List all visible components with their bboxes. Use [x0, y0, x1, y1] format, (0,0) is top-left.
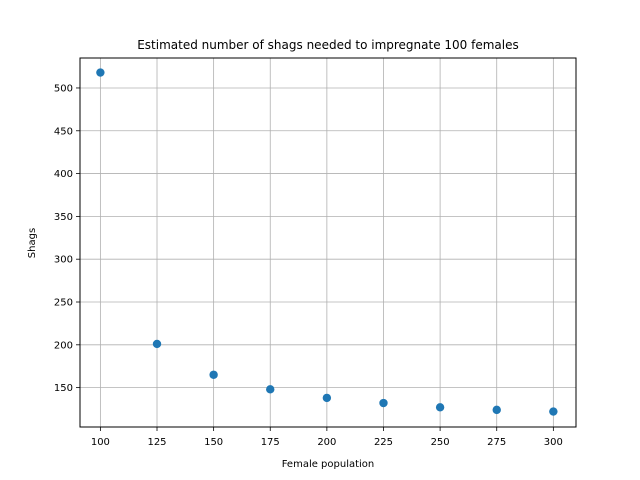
x-tick-label: 100: [91, 437, 110, 448]
chart-title: Estimated number of shags needed to impr…: [137, 38, 519, 52]
x-tick-label: 150: [204, 437, 223, 448]
data-points: [96, 68, 558, 416]
x-tick-label: 300: [544, 437, 563, 448]
data-point: [96, 68, 105, 77]
x-tick-label: 175: [261, 437, 280, 448]
y-tick-label: 500: [54, 83, 73, 94]
y-tick-label: 400: [54, 169, 73, 180]
x-tick-label: 225: [374, 437, 393, 448]
x-axis-label: Female population: [282, 459, 375, 470]
x-tick-label: 275: [487, 437, 506, 448]
data-point: [322, 393, 332, 403]
y-axis-ticks: 150 200 250 300 350 400 450 500: [54, 83, 80, 394]
y-tick-label: 250: [54, 298, 73, 309]
y-tick-label: 350: [54, 212, 73, 223]
data-point: [379, 398, 388, 408]
y-axis-label: Shags: [27, 228, 38, 258]
plot-frame: [79, 57, 577, 428]
x-tick-label: 125: [147, 437, 166, 448]
x-tick-label: 250: [431, 437, 450, 448]
data-point: [492, 405, 501, 415]
data-point: [549, 407, 558, 416]
y-tick-label: 450: [54, 126, 73, 137]
grid: [80, 58, 576, 427]
data-point: [209, 370, 218, 379]
y-tick-label: 300: [54, 255, 73, 266]
data-point: [266, 385, 275, 394]
y-tick-label: 200: [54, 340, 73, 351]
data-point: [435, 403, 445, 412]
data-point: [152, 339, 162, 349]
x-axis-ticks: 100 125 150 175 200 225 250 275 300: [91, 427, 563, 448]
y-tick-label: 150: [54, 383, 73, 394]
x-tick-label: 200: [317, 437, 336, 448]
